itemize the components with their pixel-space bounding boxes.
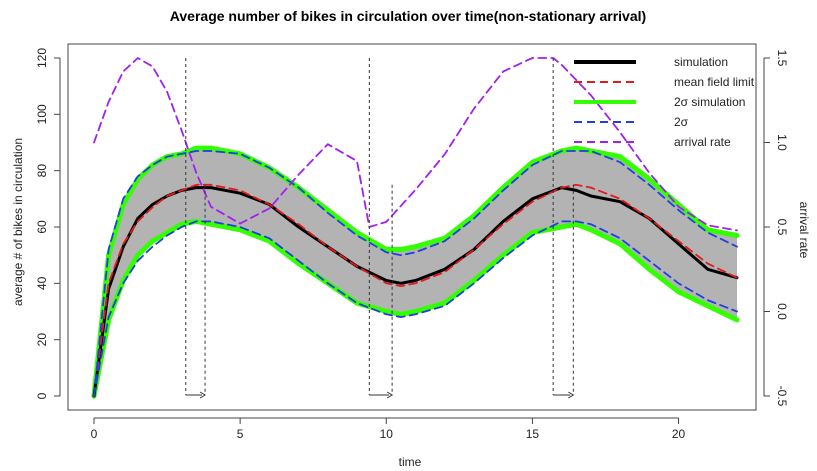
annotation-arrowhead [568, 391, 575, 399]
two-sigma-band [94, 148, 737, 396]
x-tick-label: 20 [672, 427, 686, 441]
y-tick-label: 80 [35, 164, 49, 178]
y-tick-label: 40 [35, 276, 49, 290]
y2-tick-label: 0.0 [775, 303, 789, 320]
y-axis-label: average # of bikes in circulation [11, 138, 25, 306]
plot-frame [67, 43, 757, 411]
y-tick-label: 0 [35, 392, 49, 399]
y-tick-label: 100 [35, 104, 49, 124]
legend-label: 2σ [674, 115, 689, 129]
y-tick-label: 20 [35, 333, 49, 347]
y2-axis-label: arrival rate [797, 202, 811, 259]
legend-label: simulation [674, 55, 728, 69]
y2-tick-label: -0.5 [775, 386, 789, 407]
x-tick-label: 0 [91, 427, 98, 441]
series-line-2-simulation-lower [91, 218, 740, 399]
legend-label: mean field limit [674, 75, 755, 89]
y-tick-label: 120 [35, 48, 49, 68]
x-tick-label: 5 [237, 427, 244, 441]
annotation-arrowhead [386, 391, 394, 399]
legend: simulation mean field limit 2σ simulation 2… [574, 55, 755, 149]
series-line-arrival-rate [93, 57, 738, 232]
series-line-2-simulation-upper [91, 145, 740, 399]
series-line-2-lower [93, 220, 738, 397]
annotation-arrowhead [199, 391, 207, 399]
y-tick-label: 60 [35, 220, 49, 234]
y2-tick-label: 0.5 [775, 219, 789, 236]
series-line-2-upper [93, 150, 738, 397]
annotation-layer [185, 58, 575, 399]
axis-layer: 0 5 10 15 20 0 20 40 60 80 100 120 -0.5 0.0 0.5 1.0 1.5 [35, 48, 789, 441]
y2-tick-label: 1.5 [775, 50, 789, 67]
x-axis-label: time [399, 455, 422, 469]
band-layer [94, 148, 737, 396]
legend-label: arrival rate [674, 135, 731, 149]
chart-title: Average number of bikes in circulation o… [170, 8, 646, 24]
y2-tick-label: 1.0 [775, 134, 789, 151]
x-tick-label: 10 [380, 427, 394, 441]
x-tick-label: 15 [526, 427, 540, 441]
line-layer [91, 57, 740, 399]
legend-label: 2σ simulation [674, 95, 745, 109]
series-line-mean-field-limit [93, 183, 738, 397]
